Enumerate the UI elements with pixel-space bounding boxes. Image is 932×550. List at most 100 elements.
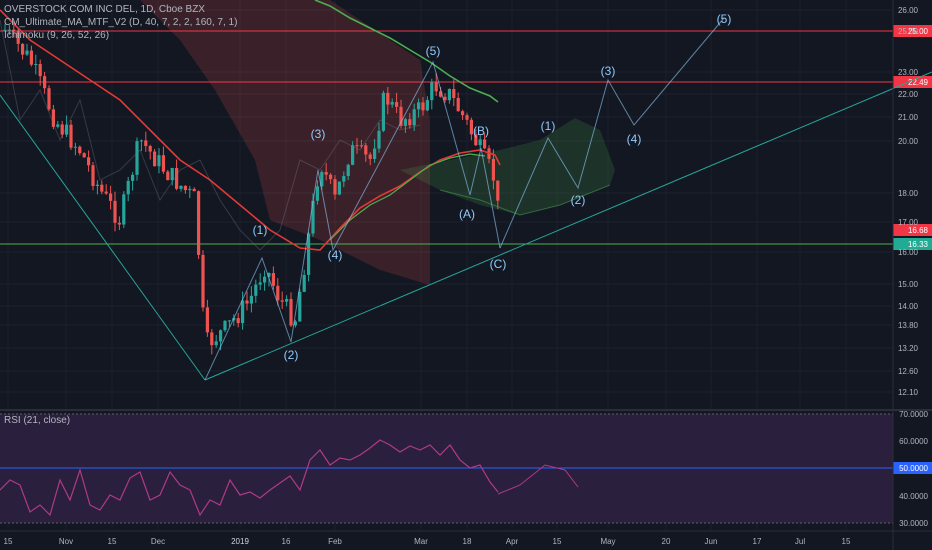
candle-body	[166, 171, 170, 181]
elliott-wave-drawing[interactable]: (5) (3) (4) (1) (2) (A) (B) (C) (1) (2) (3) (4) (5)	[204, 12, 732, 381]
candle-body	[122, 194, 126, 225]
candle-body	[425, 100, 429, 111]
candle-body	[117, 222, 121, 225]
price-tag-label: 16.33	[908, 240, 929, 249]
price-tick-label: 14.00	[898, 302, 919, 311]
candle-body	[491, 158, 495, 181]
moving-averages	[0, 0, 501, 251]
candle-body	[258, 282, 262, 285]
trendlines[interactable]	[0, 71, 932, 381]
wave-label-impulse_top[interactable]: (5)	[426, 44, 441, 58]
candle-body	[421, 102, 425, 111]
elliott-projection-path[interactable]	[499, 17, 725, 249]
time-tick-label: 16	[282, 537, 291, 546]
candle-body	[91, 165, 95, 187]
time-tick-label: Jul	[795, 537, 805, 546]
wave-label-proj_1[interactable]: (1)	[541, 119, 556, 133]
rsi-tag-label: 50.0000	[899, 464, 928, 473]
candle-body	[386, 92, 390, 105]
candle-body	[157, 155, 161, 167]
time-tick-label: Feb	[328, 537, 342, 546]
candle-body	[368, 154, 372, 159]
price-tick-label: 12.10	[898, 388, 919, 397]
wave-label-proj_5[interactable]: (5)	[717, 12, 732, 26]
ma-green-line	[314, 0, 499, 103]
wave-label-corr_b[interactable]: (B)	[473, 124, 489, 138]
candle-body	[430, 82, 434, 101]
wave-label-impulse_3[interactable]: (3)	[311, 127, 326, 141]
rsi-tick-label: 70.0000	[899, 410, 928, 419]
ichimoku-legend[interactable]: Ichimoku (9, 26, 52, 26)	[4, 30, 110, 41]
candle-body	[47, 88, 51, 110]
candle-body	[346, 164, 350, 176]
elliott-wave-path[interactable]	[204, 60, 501, 381]
candle-body	[65, 124, 69, 135]
price-tag	[893, 238, 932, 250]
candle-body	[399, 106, 403, 126]
ma-indicator-legend[interactable]: CM_Ultimate_MA_MTF_V2 (D, 40, 7, 2, 2, 1…	[4, 17, 238, 28]
price-tick-label: 17.00	[898, 218, 919, 227]
wave-label-proj_2[interactable]: (2)	[571, 193, 586, 207]
price-tick-label: 25.00	[898, 27, 919, 36]
wave-label-impulse_1[interactable]: (1)	[253, 223, 268, 237]
candle-body	[355, 145, 359, 147]
cloud-green-area	[400, 118, 615, 215]
rsi-tick-label: 30.0000	[899, 519, 928, 528]
candle-body	[192, 188, 196, 192]
candle-body	[205, 307, 209, 333]
candle-body	[381, 92, 385, 131]
rsi-tick-label: 40.0000	[899, 492, 928, 501]
rsi-projection-line[interactable]	[497, 464, 579, 495]
wave-label-corr_c[interactable]: (C)	[490, 257, 507, 271]
price-tick-label: 12.60	[898, 367, 919, 376]
candle-body	[131, 174, 135, 181]
candle-body	[311, 200, 315, 234]
candle-body	[333, 179, 337, 195]
time-tick-label: Nov	[59, 537, 73, 546]
candle-body	[249, 295, 253, 304]
ichimoku-lagging-line	[0, 19, 421, 251]
rsi-tag	[893, 462, 932, 474]
candle-body	[395, 102, 399, 107]
candle-body	[271, 273, 275, 286]
candle-body	[29, 50, 33, 65]
rsi-legend[interactable]: RSI (21, close)	[4, 415, 71, 426]
candle-body	[267, 273, 271, 277]
wave-label-impulse_4[interactable]: (4)	[328, 248, 343, 262]
candle-body	[219, 330, 223, 342]
wave-label-proj_3[interactable]: (3)	[601, 64, 616, 78]
candle-body	[320, 172, 324, 187]
symbol-legend[interactable]: OVERSTOCK COM INC DEL, 1D, Cboe BZX	[4, 4, 205, 15]
cloud-edge	[439, 184, 611, 216]
trendline-upper-left[interactable]	[0, 94, 206, 381]
candle-body	[87, 157, 91, 166]
candle-body	[359, 145, 363, 147]
wave-label-impulse_2[interactable]: (2)	[284, 348, 299, 362]
candle-body	[113, 200, 117, 223]
price-tick-label: 13.20	[898, 344, 919, 353]
candle-body	[298, 291, 302, 322]
time-tick-label: 20	[662, 537, 671, 546]
candle-body	[447, 88, 451, 101]
wave-label-corr_a[interactable]: (A)	[459, 207, 475, 221]
time-tick-label: 2019	[231, 537, 249, 546]
candle-body	[197, 191, 201, 255]
horizontal-levels[interactable]: 25.00 22.49 16.68 16.33	[0, 25, 932, 250]
time-tick-label: May	[600, 537, 615, 546]
ma-green-lower	[329, 153, 486, 241]
candle-body	[337, 181, 341, 195]
candle-body	[342, 175, 346, 182]
candle-body	[82, 153, 86, 158]
time-tick-label: 15	[553, 537, 562, 546]
price-tick-label: 21.00	[898, 113, 919, 122]
candle-body	[408, 119, 412, 126]
wave-label-proj_4[interactable]: (4)	[627, 132, 642, 146]
price-tag	[893, 25, 932, 37]
time-tick-label: 15	[4, 537, 13, 546]
rsi-pane[interactable]: 50.0000	[0, 413, 932, 524]
candle-body	[214, 341, 218, 346]
trendline-support[interactable]	[204, 71, 932, 381]
candle-body	[496, 180, 500, 201]
candle-body	[16, 31, 20, 44]
